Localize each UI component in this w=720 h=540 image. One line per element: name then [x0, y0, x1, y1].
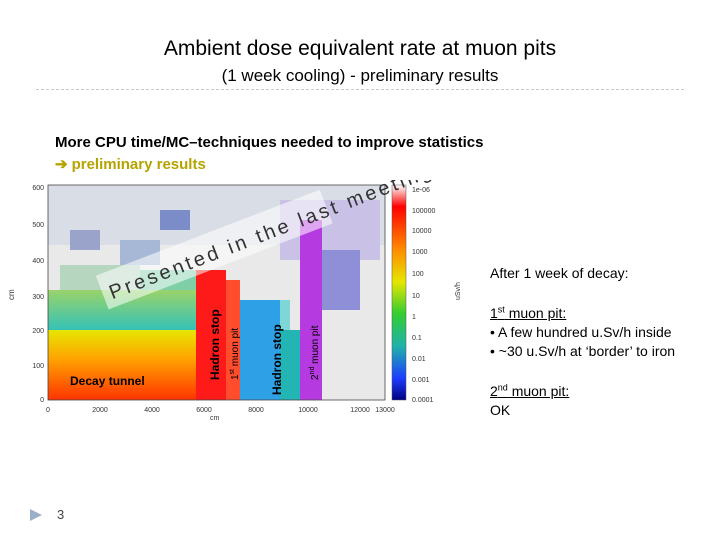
- slide-subtitle: (1 week cooling) - preliminary results: [221, 66, 499, 85]
- muon-pit-1-region: [226, 280, 240, 400]
- colorbar: [391, 184, 407, 401]
- muon-pit-1-note: 1st muon pit: • A few hundred u.Sv/h ins…: [490, 300, 675, 361]
- colorbar-tick: 0.001: [412, 377, 430, 384]
- header-divider: [36, 89, 684, 90]
- y-tick: 300: [32, 294, 44, 301]
- hadron-stop-label-1: Hadron stop: [208, 309, 222, 380]
- x-tick: 12000: [350, 407, 370, 414]
- y-axis-label: cm: [7, 289, 16, 300]
- slide-title: Ambient dose equivalent rate at muon pit…: [163, 37, 557, 60]
- x-tick: 6000: [196, 407, 212, 414]
- colorbar-tick: 100: [412, 271, 424, 278]
- x-tick: 13000: [375, 407, 395, 414]
- iron-region: [280, 330, 300, 400]
- x-tick: 4000: [144, 407, 160, 414]
- muon-pit-2-label: 2nd muon pit: [309, 325, 321, 380]
- decay-note: After 1 week of decay:: [490, 265, 629, 281]
- colorbar-tick: 1: [412, 314, 416, 321]
- y-tick: 200: [32, 328, 44, 335]
- muon-pit-1-heading: 1st muon pit:: [490, 304, 567, 321]
- x-tick: 10000: [298, 407, 318, 414]
- hadron-stop-region-1: [196, 270, 226, 400]
- preliminary-note: ➔ preliminary results: [55, 155, 206, 173]
- y-tick: 500: [32, 222, 44, 229]
- dose-map: 600 500 400 300 200 100 0 cm 0 2000 4000…: [7, 180, 462, 420]
- muon-pit-2-region: [300, 220, 322, 400]
- colorbar-tick: 0.1: [412, 335, 422, 342]
- colorbar-tick: 100000: [412, 208, 435, 215]
- slide-number: 3: [57, 507, 65, 522]
- muon-pit-1-bullet: • A few hundred u.Sv/h inside: [490, 323, 672, 340]
- colorbar-tick: 10: [412, 293, 420, 300]
- muon-pit-2-status: OK: [490, 401, 511, 418]
- x-axis-label: cm: [210, 415, 220, 420]
- y-tick: 0: [40, 397, 44, 404]
- colorbar-unit: uSv/h: [455, 282, 462, 300]
- x-ticks: 0 2000 4000 6000 8000 10000 12000 13000: [46, 407, 395, 414]
- hadron-stop-region-2: [240, 300, 280, 400]
- bullet-arrow-icon: [30, 509, 42, 521]
- x-tick: 8000: [248, 407, 264, 414]
- statement-text: More CPU time/MC–techniques needed to im…: [55, 134, 484, 151]
- colorbar-tick: 1000: [412, 249, 428, 256]
- colorbar-tick: 0.01: [412, 356, 426, 363]
- muon-pit-1-label: 1st muon pit: [229, 328, 241, 380]
- x-tick: 0: [46, 407, 50, 414]
- colorbar-tick: 0.0001: [412, 397, 434, 404]
- colorbar-ticks: 1e-06 100000 10000 1000 100 10 1 0.1 0.0…: [412, 187, 435, 404]
- y-tick: 100: [32, 363, 44, 370]
- arrow-right-icon: ➔: [55, 156, 68, 173]
- colorbar-tick: 1e-06: [412, 187, 430, 194]
- preliminary-label: preliminary results: [71, 156, 206, 173]
- x-tick: 2000: [92, 407, 108, 414]
- colorbar-tick: 10000: [412, 228, 432, 235]
- muon-pit-2-heading: 2nd muon pit:: [490, 382, 570, 399]
- y-ticks: 600 500 400 300 200 100 0: [32, 185, 44, 404]
- hadron-stop-label-2: Hadron stop: [270, 324, 284, 395]
- y-tick: 400: [32, 258, 44, 265]
- decay-tunnel-label: Decay tunnel: [70, 374, 145, 388]
- plot-frame: [47, 184, 386, 401]
- y-tick: 600: [32, 185, 44, 192]
- muon-pit-1-bullet: • ~30 u.Sv/h at ‘border’ to iron: [490, 342, 676, 359]
- decay-tunnel-region: [48, 330, 198, 400]
- muon-pit-2-note: 2nd muon pit: OK: [490, 378, 569, 420]
